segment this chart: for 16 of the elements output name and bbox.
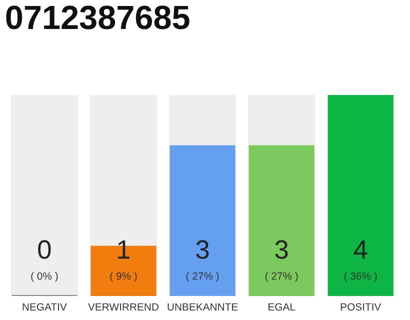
annotation: ( 9% ): [110, 272, 137, 282]
x-tick-label: EGAL: [268, 303, 296, 311]
chart-title: 0712387685: [6, 6, 190, 30]
x-tick-label: POSITIV: [340, 303, 382, 311]
data-label: 0: [38, 240, 51, 259]
x-tick-label: VERWIRREND: [88, 303, 158, 310]
x-tick-label: NEGATIV: [22, 303, 67, 311]
data-label: 3: [275, 240, 288, 259]
annotation: ( 36% ): [344, 272, 377, 282]
x-tick-label: UNBEKANNTE: [168, 303, 238, 311]
annotation: ( 27% ): [265, 272, 298, 282]
annotation: ( 0% ): [31, 272, 58, 282]
annotation: ( 27% ): [186, 272, 219, 282]
data-label: 1: [118, 240, 130, 259]
data-label: 3: [196, 240, 209, 259]
data-label: 4: [354, 240, 368, 259]
